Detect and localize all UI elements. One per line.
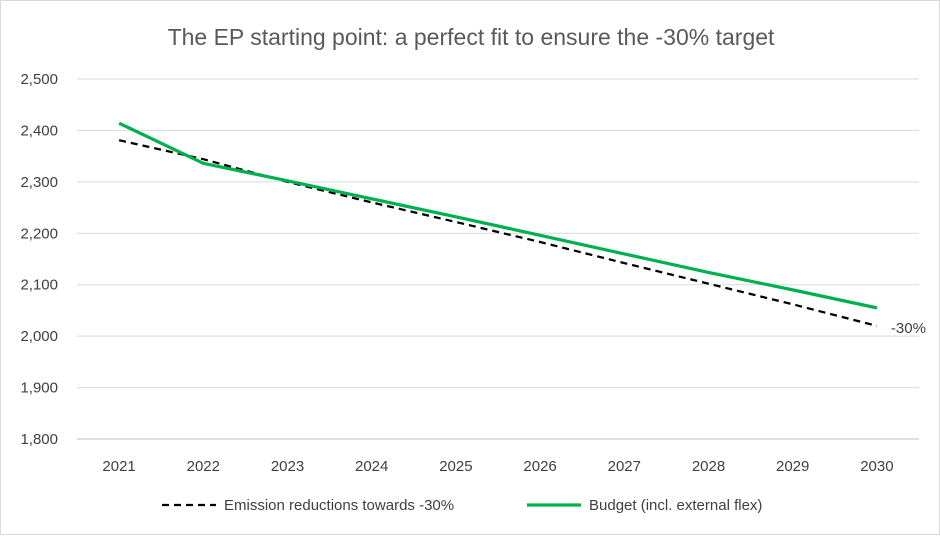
annotation-label: -30% [891,320,926,337]
x-tick-label: 2028 [692,458,725,475]
series-line-emission-reductions [118,139,878,327]
y-tick-label: 2,300 [20,174,58,191]
series-line-budget [118,121,878,310]
x-tick-label: 2025 [439,458,472,475]
y-tick-label: 2,200 [20,225,58,242]
y-tick-label: 2,100 [20,277,58,294]
x-tick-label: 2021 [102,458,135,475]
series-group [118,121,878,327]
y-tick-label: 2,000 [20,328,58,345]
y-tick-label: 1,800 [20,431,58,448]
x-tick-label: 2023 [271,458,304,475]
x-tick-label: 2022 [187,458,220,475]
y-tick-label: 2,500 [20,71,58,88]
y-tick-label: 1,900 [20,380,58,397]
legend-label: Emission reductions towards -30% [224,497,454,514]
y-tick-label: 2,400 [20,122,58,139]
gridlines [77,78,919,389]
x-tick-label: 2029 [776,458,809,475]
x-tick-label: 2026 [523,458,556,475]
annotations: -30% [891,320,926,337]
legend-label: Budget (incl. external flex) [589,497,762,514]
x-tick-label: 2030 [860,458,893,475]
legend: Emission reductions towards -30% Budget (… [162,497,762,514]
x-tick-label: 2027 [608,458,641,475]
legend-item-budget: Budget (incl. external flex) [527,497,762,514]
chart-title: The EP starting point: a perfect fit to … [168,24,775,50]
legend-item-emission-reductions: Emission reductions towards -30% [162,497,454,514]
y-axis: 1,800 1,900 2,000 2,100 2,200 2,300 2,400 2,500 [20,71,58,448]
x-axis: 2021 2022 2023 2024 2025 2026 2027 2028 2029 2030 [77,438,919,475]
x-tick-label: 2024 [355,458,388,475]
